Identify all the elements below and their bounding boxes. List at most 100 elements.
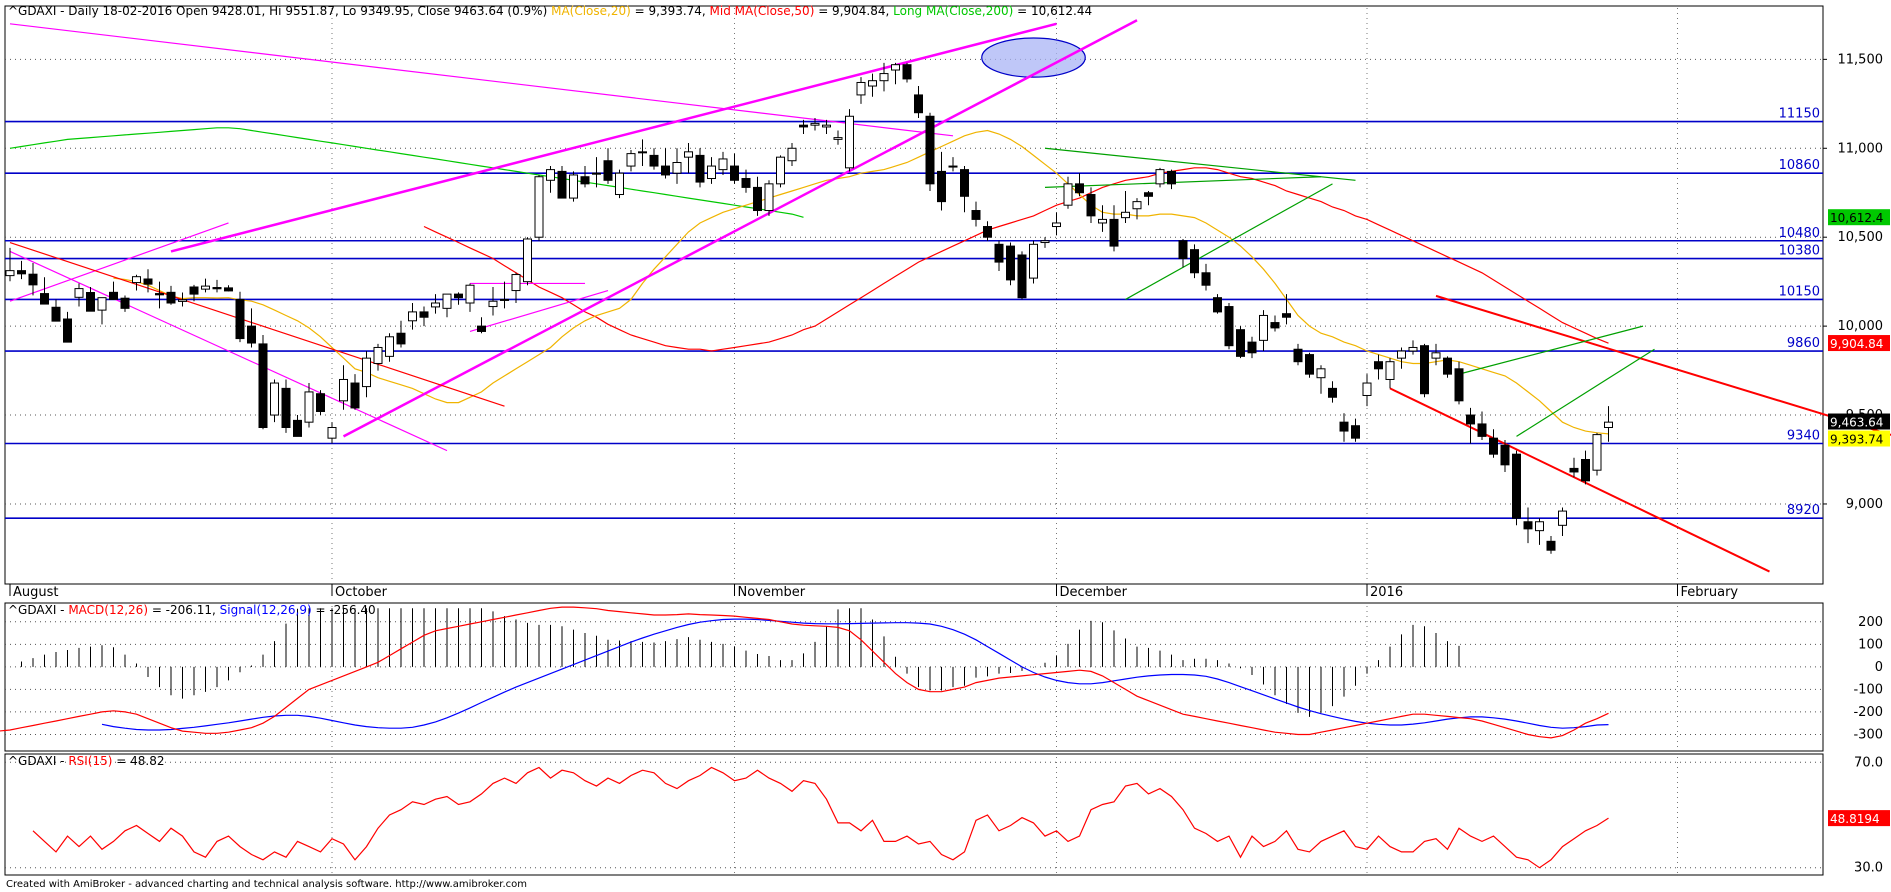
candle-up bbox=[534, 176, 544, 238]
rsi-y-tick-label: 30.0 bbox=[1854, 861, 1883, 876]
candle-down bbox=[1144, 192, 1153, 197]
trendline bbox=[1125, 183, 1333, 300]
candle-up bbox=[638, 151, 647, 154]
candle-down bbox=[1477, 423, 1487, 437]
level-label-10860: 10860 bbox=[1779, 158, 1820, 173]
candle-down bbox=[1454, 368, 1464, 402]
candle-up bbox=[1052, 222, 1061, 228]
macd-y-tick-label: -100 bbox=[1853, 682, 1883, 697]
candle-down bbox=[603, 160, 613, 181]
candle-up bbox=[270, 382, 279, 416]
candle-up bbox=[546, 169, 555, 181]
candle-up bbox=[327, 426, 337, 439]
candle-down bbox=[293, 419, 302, 437]
candle-up bbox=[500, 298, 509, 301]
candle-up bbox=[1029, 243, 1038, 279]
candle-down bbox=[1236, 329, 1245, 357]
candle-up bbox=[856, 81, 866, 96]
candle-up bbox=[845, 115, 854, 169]
candle-down bbox=[730, 165, 739, 181]
macd-y-tick-label: -300 bbox=[1853, 727, 1883, 742]
ma200-line bbox=[9, 127, 804, 218]
highlight-ellipse bbox=[981, 37, 1086, 78]
signal-legend-value: = -256.40 bbox=[312, 603, 376, 617]
candle-down bbox=[1270, 322, 1280, 329]
candle-down bbox=[1512, 453, 1521, 519]
candle-down bbox=[753, 186, 762, 212]
value-tag-text: 10,612.4 bbox=[1830, 211, 1883, 225]
price-y-tick-label: 9,000 bbox=[1846, 497, 1883, 512]
candle-down bbox=[1489, 437, 1498, 455]
candle-up bbox=[1316, 368, 1326, 379]
ma200-legend-label: MA(Close,200) bbox=[926, 4, 1013, 18]
candle-up bbox=[948, 165, 958, 168]
candle-down bbox=[994, 243, 1004, 263]
candle-down bbox=[396, 332, 406, 345]
candle-down bbox=[971, 210, 981, 220]
candle-down bbox=[28, 273, 38, 286]
trendline bbox=[342, 19, 1138, 438]
candle-down bbox=[247, 325, 256, 344]
candle-down bbox=[557, 170, 567, 199]
candle-up bbox=[465, 284, 475, 304]
candle-down bbox=[741, 178, 751, 188]
ma50-legend-prefix: Mid bbox=[710, 4, 735, 18]
candle-down bbox=[1569, 467, 1579, 473]
level-label-10380: 10380 bbox=[1779, 244, 1820, 259]
candle-down bbox=[86, 292, 95, 312]
candle-down bbox=[914, 94, 923, 114]
candle-up bbox=[684, 151, 693, 158]
candle-down bbox=[1086, 194, 1096, 217]
candle-up bbox=[707, 165, 716, 180]
candle-up bbox=[1063, 183, 1073, 206]
rsi-panel-frame[interactable] bbox=[4, 753, 1824, 876]
rsi-value-tag-text: 48.8194 bbox=[1830, 812, 1880, 826]
trendline bbox=[9, 222, 229, 302]
candle-up bbox=[1535, 521, 1544, 532]
candle-up bbox=[511, 274, 521, 292]
candle-up bbox=[1408, 346, 1418, 352]
candle-up bbox=[764, 183, 774, 212]
price-y-tick-label: 11,500 bbox=[1838, 52, 1884, 67]
value-tag-text: 9,463.64 bbox=[1830, 416, 1883, 430]
ma20-legend-label: MA(Close,20) bbox=[551, 4, 631, 18]
candle-up bbox=[672, 162, 682, 174]
value-tag-text: 9,904.84 bbox=[1830, 337, 1883, 351]
x-axis-label: 2016 bbox=[1370, 585, 1403, 600]
ma50-line bbox=[423, 167, 1609, 352]
candle-down bbox=[1006, 245, 1015, 281]
x-axis-label: November bbox=[738, 585, 806, 600]
rsi-legend-label: RSI(15) bbox=[68, 754, 112, 768]
candle-up bbox=[178, 299, 187, 302]
trendline bbox=[1458, 325, 1644, 375]
candle-down bbox=[902, 64, 912, 80]
x-axis-label: August bbox=[13, 585, 59, 600]
price-y-tick-label: 11,000 bbox=[1838, 141, 1884, 156]
candle-down bbox=[281, 387, 291, 428]
price-y-tick-label: 10,500 bbox=[1838, 230, 1884, 245]
candle-up bbox=[201, 285, 210, 290]
candle-down bbox=[1305, 354, 1314, 375]
candle-down bbox=[1213, 297, 1222, 313]
signal-legend-label: Signal(12,26,9) bbox=[220, 603, 312, 617]
candle-down bbox=[960, 169, 969, 197]
level-label-8920: 8920 bbox=[1787, 503, 1820, 518]
candle-up bbox=[408, 311, 417, 322]
candle-up bbox=[1098, 218, 1107, 224]
macd-line bbox=[0, 606, 1609, 739]
candle-down bbox=[1546, 540, 1556, 551]
candle-down bbox=[235, 298, 245, 340]
macd-panel-frame[interactable] bbox=[4, 602, 1824, 752]
candle-up bbox=[1592, 434, 1602, 471]
candle-down bbox=[1523, 521, 1533, 530]
candle-down bbox=[1201, 272, 1211, 286]
ma20-legend-value: = 9,393.74, bbox=[631, 4, 710, 18]
candle-down bbox=[1351, 425, 1360, 439]
candle-down bbox=[1224, 306, 1234, 347]
level-label-10150: 10150 bbox=[1779, 284, 1820, 299]
candle-down bbox=[1178, 240, 1188, 260]
rsi-legend-value: = 48.82 bbox=[112, 754, 164, 768]
candle-down bbox=[189, 286, 199, 295]
price-panel-frame[interactable] bbox=[4, 5, 1824, 585]
